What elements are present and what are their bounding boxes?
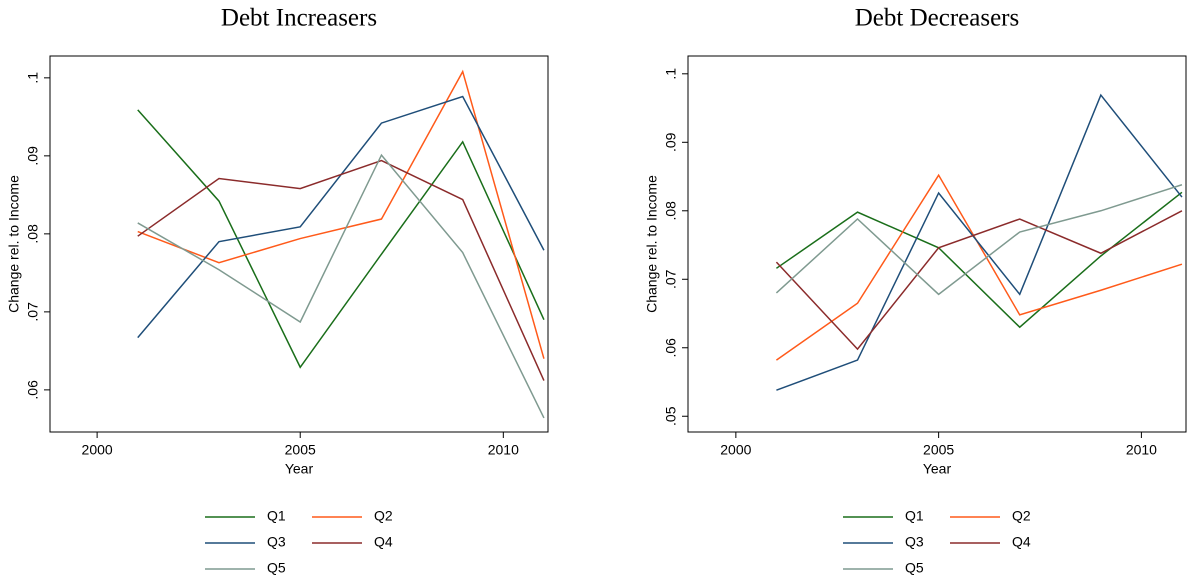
legend-label: Q4 xyxy=(1012,534,1031,550)
y-axis-label: Change rel. to Income xyxy=(644,175,660,313)
x-tick-label: 2000 xyxy=(720,442,751,458)
x-axis-label: Year xyxy=(285,461,314,477)
legend-label: Q5 xyxy=(267,560,286,576)
plot-frame xyxy=(687,55,1187,433)
x-tick-label: 2010 xyxy=(1126,442,1157,458)
y-tick-label: .07 xyxy=(663,269,679,289)
legend-label: Q5 xyxy=(905,560,924,576)
series-line xyxy=(775,173,1183,361)
x-axis-label: Year xyxy=(923,461,952,477)
chart-panel: Debt Increasers .06 .07 .08 .09 .1 2000 2005 201… xyxy=(6,5,549,576)
legend-label: Q1 xyxy=(905,508,924,524)
legend-label: Q3 xyxy=(905,534,924,550)
y-tick-label: .1 xyxy=(25,72,41,84)
y-tick-label: .1 xyxy=(663,68,679,80)
series-line xyxy=(137,69,545,359)
series-line xyxy=(775,210,1183,351)
series-line xyxy=(137,159,545,381)
y-tick-label: .07 xyxy=(25,302,41,322)
x-tick-label: 2000 xyxy=(82,442,113,458)
series-line xyxy=(137,95,545,339)
y-axis-label: Change rel. to Income xyxy=(6,175,22,313)
series-line xyxy=(137,109,545,369)
y-tick-label: .08 xyxy=(25,224,41,244)
legend-label: Q2 xyxy=(1012,508,1031,524)
legend-label: Q1 xyxy=(267,508,286,524)
chart-title: Debt Decreasers xyxy=(855,5,1020,32)
y-tick-label: .09 xyxy=(25,146,41,166)
series-line xyxy=(137,153,545,419)
x-tick-label: 2010 xyxy=(488,442,519,458)
legend-label: Q3 xyxy=(267,534,286,550)
legend-label: Q4 xyxy=(374,534,393,550)
y-tick-label: .05 xyxy=(663,406,679,426)
y-tick-label: .09 xyxy=(663,132,679,152)
x-tick-label: 2005 xyxy=(285,442,316,458)
y-tick-label: .06 xyxy=(663,338,679,358)
chart-panel: Debt Decreasers .05 .06 .07 .08 .09 .1 2000 2005… xyxy=(644,5,1187,576)
chart-title: Debt Increasers xyxy=(221,5,377,32)
x-tick-label: 2005 xyxy=(923,442,954,458)
plot-frame xyxy=(49,55,549,433)
y-tick-label: .06 xyxy=(25,380,41,400)
series-line xyxy=(776,93,1183,391)
series-line xyxy=(775,191,1183,329)
series-line xyxy=(775,184,1183,296)
y-tick-label: .08 xyxy=(663,201,679,221)
legend-label: Q2 xyxy=(374,508,393,524)
